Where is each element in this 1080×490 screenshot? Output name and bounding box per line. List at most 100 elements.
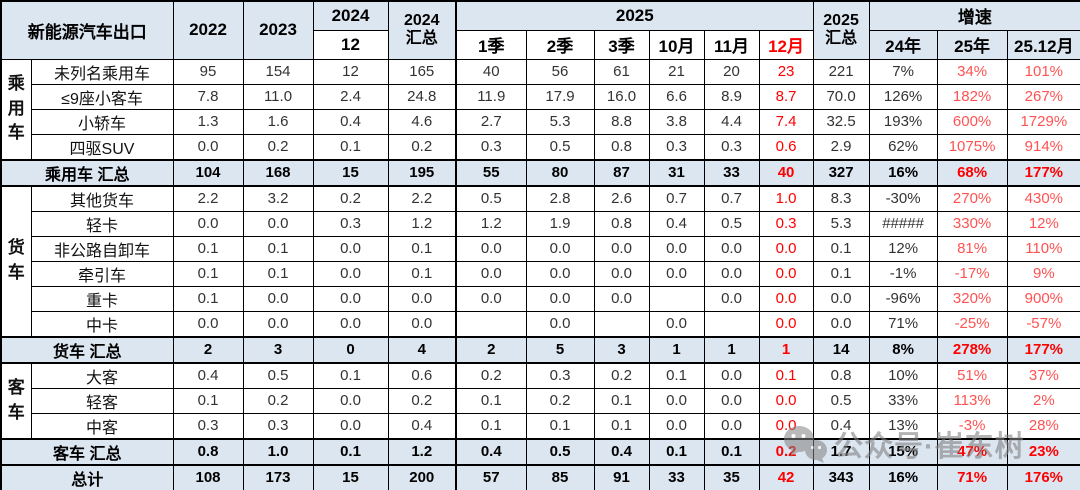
value-cell: 195	[387, 158, 457, 187]
value-cell: 0.1	[312, 133, 389, 160]
value-cell: 32.5	[812, 108, 870, 135]
value-cell: 11.0	[242, 83, 314, 110]
value-cell: 2.7	[455, 108, 527, 135]
value-cell: 13%	[868, 412, 938, 439]
value-cell: 12	[312, 58, 389, 85]
value-cell: 8.7	[758, 83, 814, 110]
table-row: 中卡 0.0 0.0 0.0 0.0 0.0 0.0 0.0 0.0 71% -25% -57%	[1, 310, 1080, 337]
value-cell: 0.2	[387, 133, 457, 160]
table-body: 乘用车 未列名乘用车 95 154 12 165 40 56 61 21 20 23 221 7% 34% 1…	[0, 58, 1080, 490]
value-cell: 0.3	[455, 133, 527, 160]
value-cell: 1.6	[242, 108, 314, 135]
value-cell: 221	[812, 58, 870, 85]
value-cell: 1075%	[936, 133, 1008, 160]
value-cell: 20	[703, 58, 760, 85]
summary-row: 客车 汇总 0.8 1.0 0.1 1.2 0.4 0.5 0.4 0.1 0.1 0.2 1.7 15…	[0, 437, 1080, 466]
value-cell: 40	[758, 158, 814, 187]
value-cell: 0.1	[242, 235, 314, 262]
value-cell: 176%	[1006, 463, 1080, 490]
value-cell: 71%	[936, 463, 1008, 490]
value-cell: -17%	[936, 260, 1008, 287]
value-cell: 600%	[936, 108, 1008, 135]
value-cell: 113%	[936, 387, 1008, 414]
value-cell: 7.4	[758, 108, 814, 135]
value-cell: 2.2	[387, 185, 457, 212]
value-cell: 0.0	[648, 235, 705, 262]
value-cell: 0.5	[525, 133, 595, 160]
group-label: 乘用车	[0, 58, 32, 160]
value-cell: 0.0	[812, 310, 870, 337]
header-2024-12: 12	[312, 29, 389, 60]
header-q1: 1季	[455, 29, 527, 60]
value-cell: 0.3	[172, 412, 244, 439]
value-cell: 0.0	[455, 260, 527, 287]
table-row: 轻客 0.1 0.2 0.0 0.2 0.1 0.2 0.1 0.0 0.0 0.0 0.5 33% 11…	[1, 387, 1080, 414]
value-cell: 0.0	[455, 235, 527, 262]
value-cell: 7%	[868, 58, 938, 85]
value-cell: 80	[525, 158, 595, 187]
value-cell: -1%	[868, 260, 938, 287]
value-cell: 0.2	[242, 387, 314, 414]
value-cell: 3	[593, 335, 650, 364]
value-cell: -3%	[936, 412, 1008, 439]
value-cell: 95	[172, 58, 244, 85]
value-cell: 0.1	[703, 437, 760, 466]
header-2025-total: 2025 汇总	[812, 0, 870, 60]
value-cell: 0.0	[312, 260, 389, 287]
value-cell: 0.0	[758, 235, 814, 262]
value-cell: 51%	[936, 362, 1008, 389]
value-cell: 1.7	[812, 437, 870, 466]
value-cell: 278%	[936, 335, 1008, 364]
value-cell: 0.4	[172, 362, 244, 389]
header-growth-25: 25年	[936, 29, 1008, 60]
value-cell: 12%	[1006, 210, 1080, 237]
table-row: 轻卡 0.0 0.0 0.3 1.2 1.2 1.9 0.8 0.4 0.5 0.3 5.3 #####…	[1, 210, 1080, 237]
value-cell: 1.0	[758, 185, 814, 212]
value-cell: 0.3	[312, 210, 389, 237]
value-cell: 16%	[868, 463, 938, 490]
row-label: 中卡	[30, 310, 174, 337]
value-cell: 0.0	[648, 387, 705, 414]
value-cell: 0.2	[387, 387, 457, 414]
value-cell: 0.3	[242, 412, 314, 439]
value-cell: 267%	[1006, 83, 1080, 110]
value-cell: 47%	[936, 437, 1008, 466]
value-cell: 0.4	[812, 412, 870, 439]
value-cell: 1	[648, 335, 705, 364]
value-cell: 0.0	[525, 235, 595, 262]
value-cell: 28%	[1006, 412, 1080, 439]
value-cell: 61	[593, 58, 650, 85]
value-cell: 914%	[1006, 133, 1080, 160]
value-cell: 0.0	[593, 235, 650, 262]
row-label: 小轿车	[30, 108, 174, 135]
row-label: 未列名乘用车	[30, 58, 174, 85]
value-cell: 2.9	[812, 133, 870, 160]
value-cell: 0.0	[648, 260, 705, 287]
value-cell: 16%	[868, 158, 938, 187]
value-cell: 34%	[936, 58, 1008, 85]
value-cell: 330%	[936, 210, 1008, 237]
value-cell: 0.0	[758, 310, 814, 337]
value-cell: 0.0	[758, 387, 814, 414]
table-row: 客车 大客 0.4 0.5 0.1 0.6 0.2 0.3 0.2 0.1 0.0 0.1 0.8 10%…	[0, 362, 1080, 439]
value-cell: 0.0	[758, 412, 814, 439]
value-cell: 0.6	[387, 362, 457, 389]
value-cell: 0.5	[703, 210, 760, 237]
value-cell: 1.9	[525, 210, 595, 237]
value-cell: 0.0	[387, 285, 457, 312]
value-cell: 101%	[1006, 58, 1080, 85]
value-cell: 0.4	[312, 108, 389, 135]
value-cell: 2.2	[172, 185, 244, 212]
value-cell: 0.4	[593, 437, 650, 466]
value-cell: 71%	[868, 310, 938, 337]
value-cell: 0.0	[758, 260, 814, 287]
value-cell: 2%	[1006, 387, 1080, 414]
value-cell: 24.8	[387, 83, 457, 110]
value-cell: 0.5	[242, 362, 314, 389]
value-cell: 0.0	[812, 285, 870, 312]
value-cell: 7.8	[172, 83, 244, 110]
value-cell: 0.0	[648, 412, 705, 439]
value-cell: 0.3	[703, 133, 760, 160]
value-cell: 0.4	[648, 210, 705, 237]
row-label: 乘用车 汇总	[0, 158, 174, 187]
